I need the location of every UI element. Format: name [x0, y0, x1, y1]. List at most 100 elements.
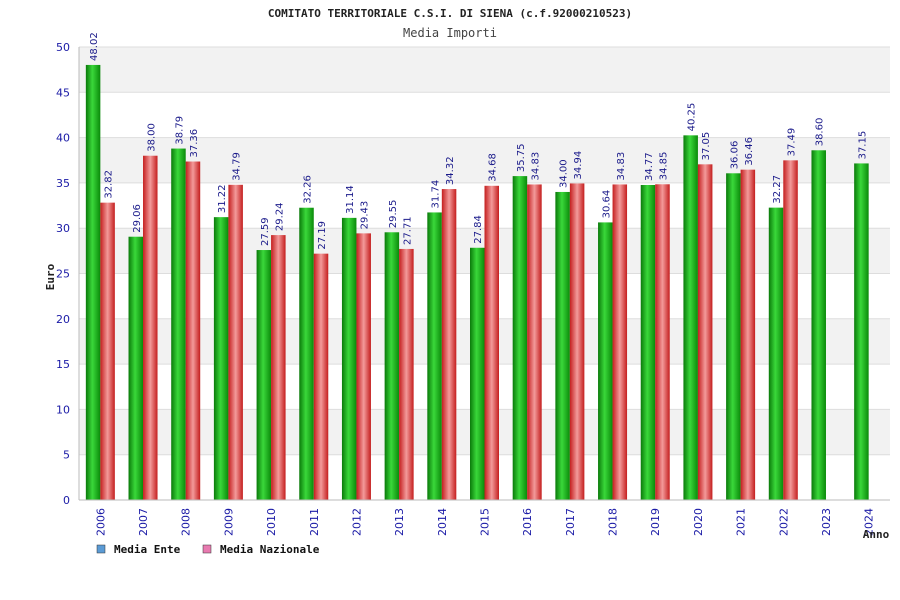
bar-media-nazionale-2007	[143, 155, 158, 500]
data-label: 32.27	[772, 175, 783, 204]
y-tick-label: 30	[56, 222, 70, 235]
data-label: 31.74	[431, 180, 442, 209]
bar-media-ente-2015	[470, 247, 485, 500]
data-label: 27.19	[317, 221, 328, 250]
data-label: 34.83	[616, 152, 627, 181]
x-tick-label: 2024	[863, 508, 876, 536]
bar-media-ente-2024	[854, 163, 869, 500]
bar-media-ente-2006	[85, 64, 101, 501]
data-label: 38.60	[815, 118, 826, 147]
data-label: 34.32	[445, 156, 456, 185]
data-label: 34.00	[559, 159, 570, 188]
bar-media-nazionale-2015	[484, 185, 499, 500]
data-label: 38.00	[146, 123, 157, 152]
data-label: 29.43	[360, 201, 371, 230]
plot-band	[79, 47, 890, 93]
bar-media-ente-2021	[726, 173, 741, 501]
bar-media-nazionale-2017	[569, 183, 585, 500]
y-tick-label: 10	[56, 403, 70, 416]
x-tick-label: 2020	[692, 508, 705, 536]
data-label: 37.36	[189, 129, 200, 158]
legend-label-media-ente: Media Ente	[114, 543, 181, 556]
bar-media-nazionale-2020	[697, 164, 713, 500]
bar-media-ente-2007	[128, 236, 144, 500]
x-tick-label: 2006	[94, 508, 107, 536]
bar-media-ente-2011	[299, 207, 314, 500]
bar-media-ente-2022	[768, 207, 784, 501]
x-tick-label: 2022	[777, 508, 790, 536]
data-labels-group: 48.02 32.82 29.06 38.00 38.79 37.36 31.22 34.79…	[89, 32, 868, 249]
bar-media-ente-2010	[256, 250, 272, 500]
bar-media-nazionale-2012	[356, 233, 371, 500]
data-label: 34.68	[488, 153, 499, 182]
data-label: 34.83	[530, 152, 541, 181]
y-tick-label: 0	[63, 494, 70, 507]
bar-media-nazionale-2016	[527, 184, 542, 501]
data-label: 32.26	[303, 175, 314, 204]
axes-group: 0 5 10 15 20 25 30 35 40 45 50 2006 2007 2008 2009 2010…	[56, 41, 890, 536]
y-tick-label: 15	[56, 358, 70, 371]
bar-media-nazionale-2018	[612, 184, 628, 501]
data-label: 29.55	[388, 200, 399, 229]
bar-media-nazionale-2009	[228, 184, 243, 500]
bar-media-ente-2014	[427, 212, 442, 500]
y-tick-label: 50	[56, 41, 70, 54]
bar-media-nazionale-2010	[271, 235, 286, 500]
y-tick-label: 40	[56, 132, 70, 145]
data-label: 48.02	[89, 32, 100, 61]
x-tick-label: 2017	[564, 508, 577, 536]
y-axis-label: Euro	[44, 263, 57, 290]
legend-label-media-nazionale: Media Nazionale	[220, 543, 320, 556]
plot-band	[79, 92, 890, 138]
bar-media-nazionale-2008	[185, 161, 201, 500]
plot-band	[79, 137, 890, 183]
bar-media-ente-2009	[213, 217, 229, 501]
data-label: 34.79	[232, 152, 243, 181]
data-label: 37.05	[701, 132, 712, 161]
bar-media-nazionale-2013	[399, 248, 414, 500]
bar-media-nazionale-2014	[441, 189, 457, 501]
bar-media-ente-2013	[384, 232, 400, 501]
chart-title: COMITATO TERRITORIALE C.S.I. DI SIENA (c…	[268, 7, 632, 20]
x-tick-label: 2016	[521, 508, 534, 536]
y-tick-label: 35	[56, 177, 70, 190]
x-tick-label: 2018	[607, 508, 620, 536]
bar-media-ente-2008	[171, 148, 186, 500]
x-tick-label: 2013	[393, 508, 406, 536]
bar-media-nazionale-2006	[100, 202, 115, 500]
y-tick-label: 20	[56, 313, 70, 326]
x-tick-label: 2015	[479, 508, 492, 536]
y-tick-label: 5	[63, 449, 70, 462]
x-tick-label: 2012	[350, 508, 363, 536]
data-label: 34.85	[658, 152, 669, 181]
data-label: 29.06	[132, 204, 143, 233]
chart-subtitle: Media Importi	[403, 26, 497, 40]
bar-media-nazionale-2021	[740, 169, 756, 500]
data-label: 27.59	[260, 217, 271, 246]
data-label: 40.25	[687, 103, 698, 132]
bar-media-ente-2017	[555, 191, 570, 500]
x-tick-label: 2021	[735, 508, 748, 536]
x-tick-label: 2009	[222, 508, 235, 536]
legend-swatch-media-nazionale	[202, 544, 212, 554]
x-tick-label: 2008	[180, 508, 193, 536]
data-label: 34.77	[644, 152, 655, 181]
data-label: 38.79	[174, 116, 185, 145]
bar-media-nazionale-2019	[655, 184, 670, 500]
data-label: 36.06	[729, 141, 740, 170]
data-label: 32.82	[104, 170, 115, 199]
bar-media-ente-2023	[811, 150, 826, 500]
y-tick-label: 25	[56, 268, 70, 281]
data-label: 35.75	[516, 143, 527, 172]
x-axis-label: Anno	[863, 528, 890, 541]
bar-media-ente-2018	[598, 222, 613, 500]
data-label: 29.24	[274, 202, 285, 231]
data-label: 37.49	[787, 128, 798, 157]
bars-group	[85, 64, 869, 501]
data-label: 27.71	[402, 216, 413, 245]
x-tick-label: 2019	[649, 508, 662, 536]
data-label: 36.46	[744, 137, 755, 166]
data-label: 31.14	[345, 185, 356, 214]
data-label: 34.94	[573, 151, 584, 180]
